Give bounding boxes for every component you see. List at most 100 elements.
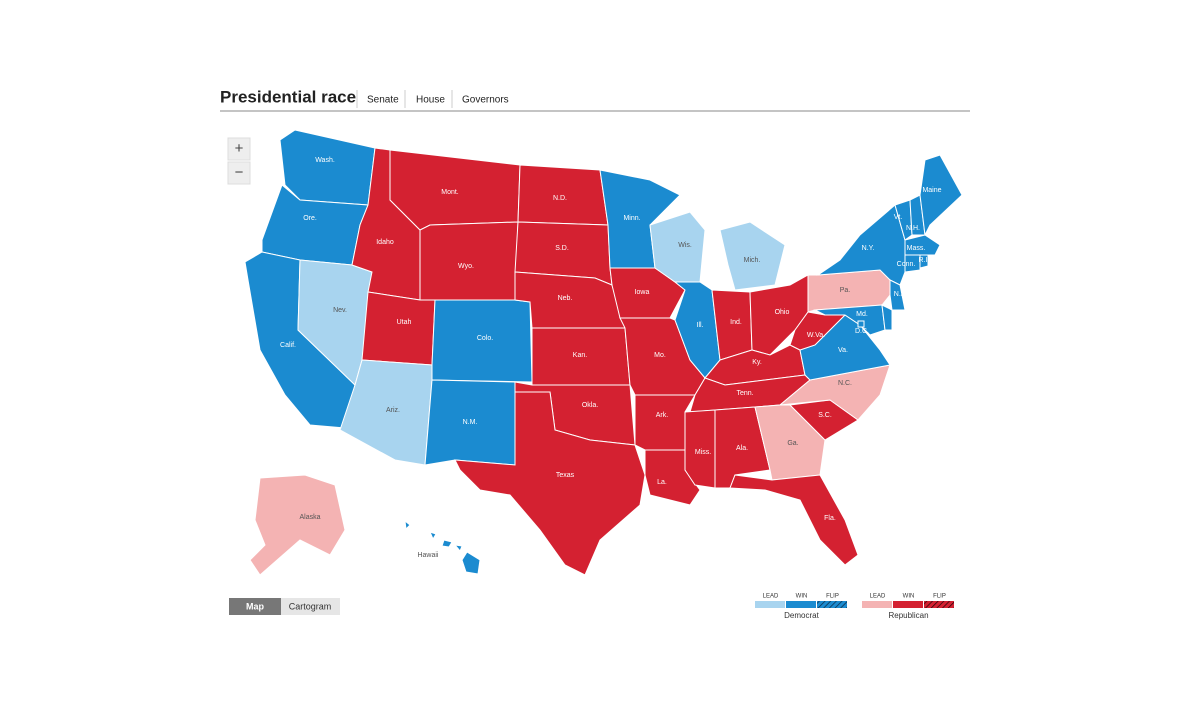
state-label: Pa.	[840, 287, 851, 294]
state-label: Ark.	[656, 412, 669, 419]
state-label: Iowa	[635, 289, 650, 296]
state	[429, 531, 437, 541]
state	[453, 544, 463, 552]
state	[789, 311, 847, 351]
state-label: Ariz.	[386, 407, 400, 414]
state-label: D.C.	[855, 328, 869, 335]
state	[729, 474, 859, 566]
state	[249, 474, 346, 576]
state-label: S.D.	[555, 245, 569, 252]
legend: LEAD WIN FLIP Democrat LEAD WIN FLIP Republican	[755, 594, 954, 620]
state	[719, 221, 786, 291]
legend-column-label: LEAD	[870, 594, 886, 600]
state-label: W.Va.	[807, 332, 825, 339]
state	[919, 154, 963, 237]
state	[404, 519, 411, 531]
legend-swatch	[924, 601, 954, 608]
state-label: Del.	[892, 319, 905, 326]
state	[919, 254, 929, 269]
legend-column-label: LEAD	[763, 594, 779, 600]
state-label: N.J.	[894, 291, 907, 298]
state	[904, 234, 941, 256]
state-label: Neb.	[558, 295, 573, 302]
state	[419, 221, 519, 301]
state-label: Vt.	[894, 214, 903, 221]
state-label: Conn.	[897, 261, 916, 268]
state-label: N.Y.	[862, 245, 875, 252]
state-label: Miss.	[695, 449, 711, 456]
legend-swatch	[862, 601, 892, 608]
state-label: Alaska	[299, 514, 320, 521]
state-label: Calif.	[280, 342, 296, 349]
state-label: Ala.	[736, 445, 748, 452]
state	[461, 551, 481, 575]
state-label: Ill.	[697, 322, 704, 329]
state-label: Md.	[856, 311, 868, 318]
legend-swatch	[755, 601, 785, 608]
state	[684, 409, 716, 489]
state-label: S.C.	[818, 412, 832, 419]
zoom-out-label[interactable]: −	[235, 164, 244, 181]
tab[interactable]: Governors	[462, 95, 509, 106]
state-label: Tenn.	[736, 390, 753, 397]
state	[279, 129, 376, 206]
state	[881, 304, 893, 331]
map-toggle-label[interactable]: Map	[246, 601, 265, 611]
cartogram-toggle[interactable]	[281, 598, 340, 615]
state-label: Mont.	[441, 189, 459, 196]
legend-swatch	[817, 601, 847, 608]
state-label: N.M.	[463, 419, 478, 426]
state-label: Kan.	[573, 352, 587, 359]
state-label: R.I.	[919, 257, 930, 264]
state-label: Fla.	[824, 515, 836, 522]
legend-column-label: FLIP	[826, 594, 839, 600]
state-label: Texas	[556, 472, 575, 479]
legend-column-label: WIN	[796, 594, 808, 600]
state-label: La.	[657, 479, 667, 486]
cartogram-toggle-label[interactable]: Cartogram	[289, 601, 332, 611]
state-label: Wash.	[315, 157, 335, 164]
state-label: Mich.	[744, 257, 761, 264]
state-label: Ohio	[775, 309, 790, 316]
state-label: Va.	[838, 347, 848, 354]
state	[339, 359, 433, 466]
state	[889, 279, 906, 311]
state-label: Ky.	[752, 359, 762, 366]
zoom-in-label[interactable]: +	[235, 140, 244, 157]
state-label: Mass.	[907, 245, 926, 252]
legend-column-label: WIN	[903, 594, 915, 600]
state	[441, 539, 453, 548]
state-label: Okla.	[582, 402, 598, 409]
state-label: Wis.	[678, 242, 692, 249]
map: Wash. Ore. Calif. Nev. Idaho Mont. Wyo. Utah Col…	[244, 129, 963, 576]
legend-swatch	[786, 601, 816, 608]
state-label: N.H.	[906, 225, 920, 232]
state-label: Hawaii	[417, 552, 438, 559]
state-label: Nev.	[333, 307, 347, 314]
state-label: Ga.	[787, 440, 798, 447]
state-label: Colo.	[477, 335, 493, 342]
state	[904, 254, 921, 273]
state-label: N.C.	[838, 380, 852, 387]
state	[857, 320, 865, 328]
state-label: Wyo.	[458, 263, 474, 270]
state	[454, 391, 646, 576]
state-label: Utah	[397, 319, 412, 326]
state-label: Minn.	[623, 215, 640, 222]
state	[361, 291, 436, 366]
state-label: Ore.	[303, 215, 317, 222]
state-label: Idaho	[376, 239, 394, 246]
state-label: Mo.	[654, 352, 666, 359]
legend-party-name: Democrat	[784, 611, 819, 620]
page-title: Presidential race	[220, 87, 356, 106]
tab[interactable]: Senate	[367, 95, 399, 106]
zoom-in-button[interactable]	[227, 137, 251, 161]
zoom-out-button[interactable]	[227, 161, 251, 185]
state-label: Ind.	[730, 319, 742, 326]
legend-swatch	[893, 601, 923, 608]
tab[interactable]: House	[416, 95, 445, 106]
map-toggle[interactable]	[229, 598, 281, 615]
state-label: Maine	[922, 187, 941, 194]
